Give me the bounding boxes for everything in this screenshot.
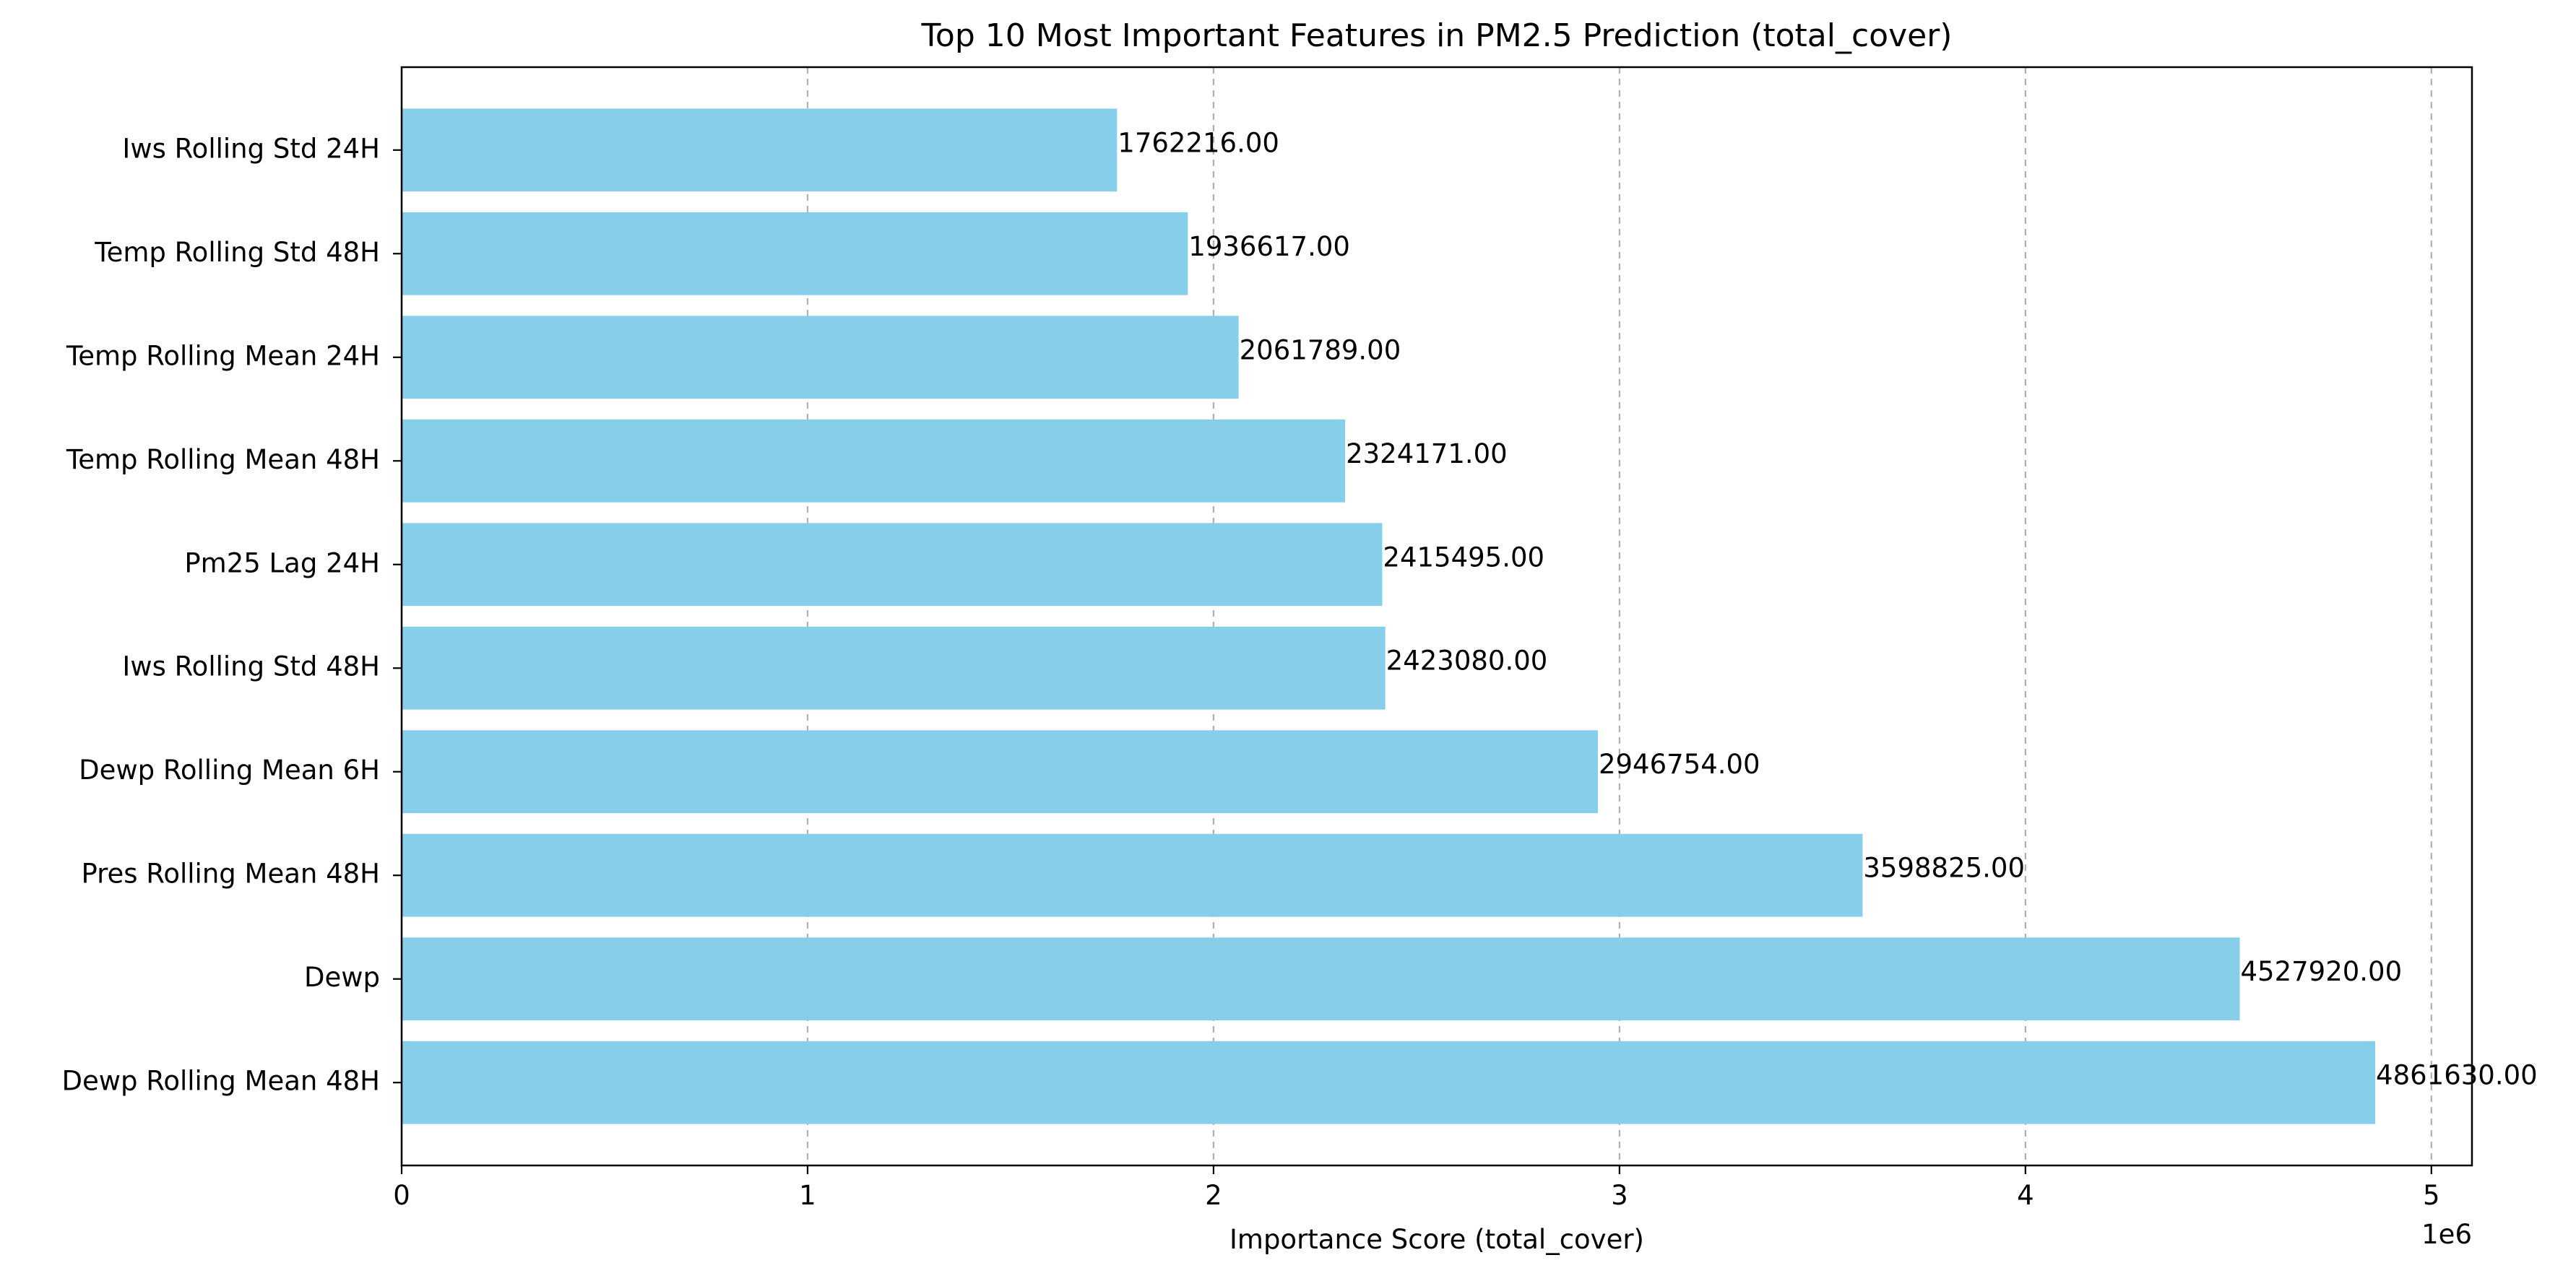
x-tick-label: 5 (2423, 1180, 2440, 1211)
value-labels: 1762216.00 1936617.00 2061789.00 2324171.00… (1118, 127, 2537, 1090)
y-tick-label: Dewp (304, 962, 380, 993)
bars (402, 108, 2376, 1124)
axes-frame (400, 66, 2473, 1167)
y-tick-label: Iws Rolling Std 48H (122, 651, 380, 682)
bar-value-label: 4861630.00 (2376, 1060, 2538, 1091)
x-axis-label: Importance Score (total_cover) (1229, 1224, 1644, 1255)
bar-value-label: 4527920.00 (2241, 956, 2403, 987)
bar-value-label: 1936617.00 (1188, 231, 1350, 262)
bar-value-label: 3598825.00 (1863, 853, 2025, 884)
x-tick-label: 1 (799, 1180, 816, 1211)
x-tick-label: 4 (2017, 1180, 2034, 1211)
x-tick-label: 0 (393, 1180, 410, 1211)
y-tick-label: Pm25 Lag 24H (184, 547, 380, 578)
chart-title: Top 10 Most Important Features in PM2.5 … (921, 17, 1953, 54)
bar (402, 419, 1346, 503)
y-tick-label: Temp Rolling Mean 48H (66, 444, 380, 475)
bar-value-label: 1762216.00 (1118, 127, 1279, 158)
bar (402, 730, 1598, 814)
y-axis-ticks: Iws Rolling Std 24H Temp Rolling Std 48H T… (62, 133, 402, 1097)
x-axis-ticks: 0 1 2 3 4 5 (393, 1165, 2440, 1211)
bar-value-label: 2061789.00 (1240, 334, 1401, 365)
x-tick-label: 3 (1611, 1180, 1628, 1211)
bar (402, 1041, 2376, 1124)
bar (402, 212, 1188, 295)
x-tick-label: 2 (1205, 1180, 1222, 1211)
y-tick-label: Dewp Rolling Mean 48H (62, 1066, 380, 1097)
y-tick-label: Iws Rolling Std 24H (122, 133, 380, 164)
y-tick-label: Temp Rolling Mean 24H (66, 340, 380, 371)
bar (402, 108, 1118, 192)
bar-value-label: 2415495.00 (1383, 542, 1544, 573)
y-tick-label: Pres Rolling Mean 48H (81, 859, 380, 890)
bar-value-label: 2423080.00 (1386, 646, 1548, 677)
bar (402, 316, 1239, 399)
y-tick-label: Temp Rolling Std 48H (94, 237, 380, 268)
bar-value-label: 2946754.00 (1599, 749, 1760, 780)
x-axis-scale-label: 1e6 (2421, 1219, 2472, 1250)
bar (402, 937, 2240, 1021)
y-tick-label: Dewp Rolling Mean 6H (79, 755, 380, 786)
bar (402, 626, 1386, 710)
bar (402, 523, 1383, 607)
bar-value-label: 2324171.00 (1346, 438, 1508, 469)
bar (402, 833, 1863, 917)
